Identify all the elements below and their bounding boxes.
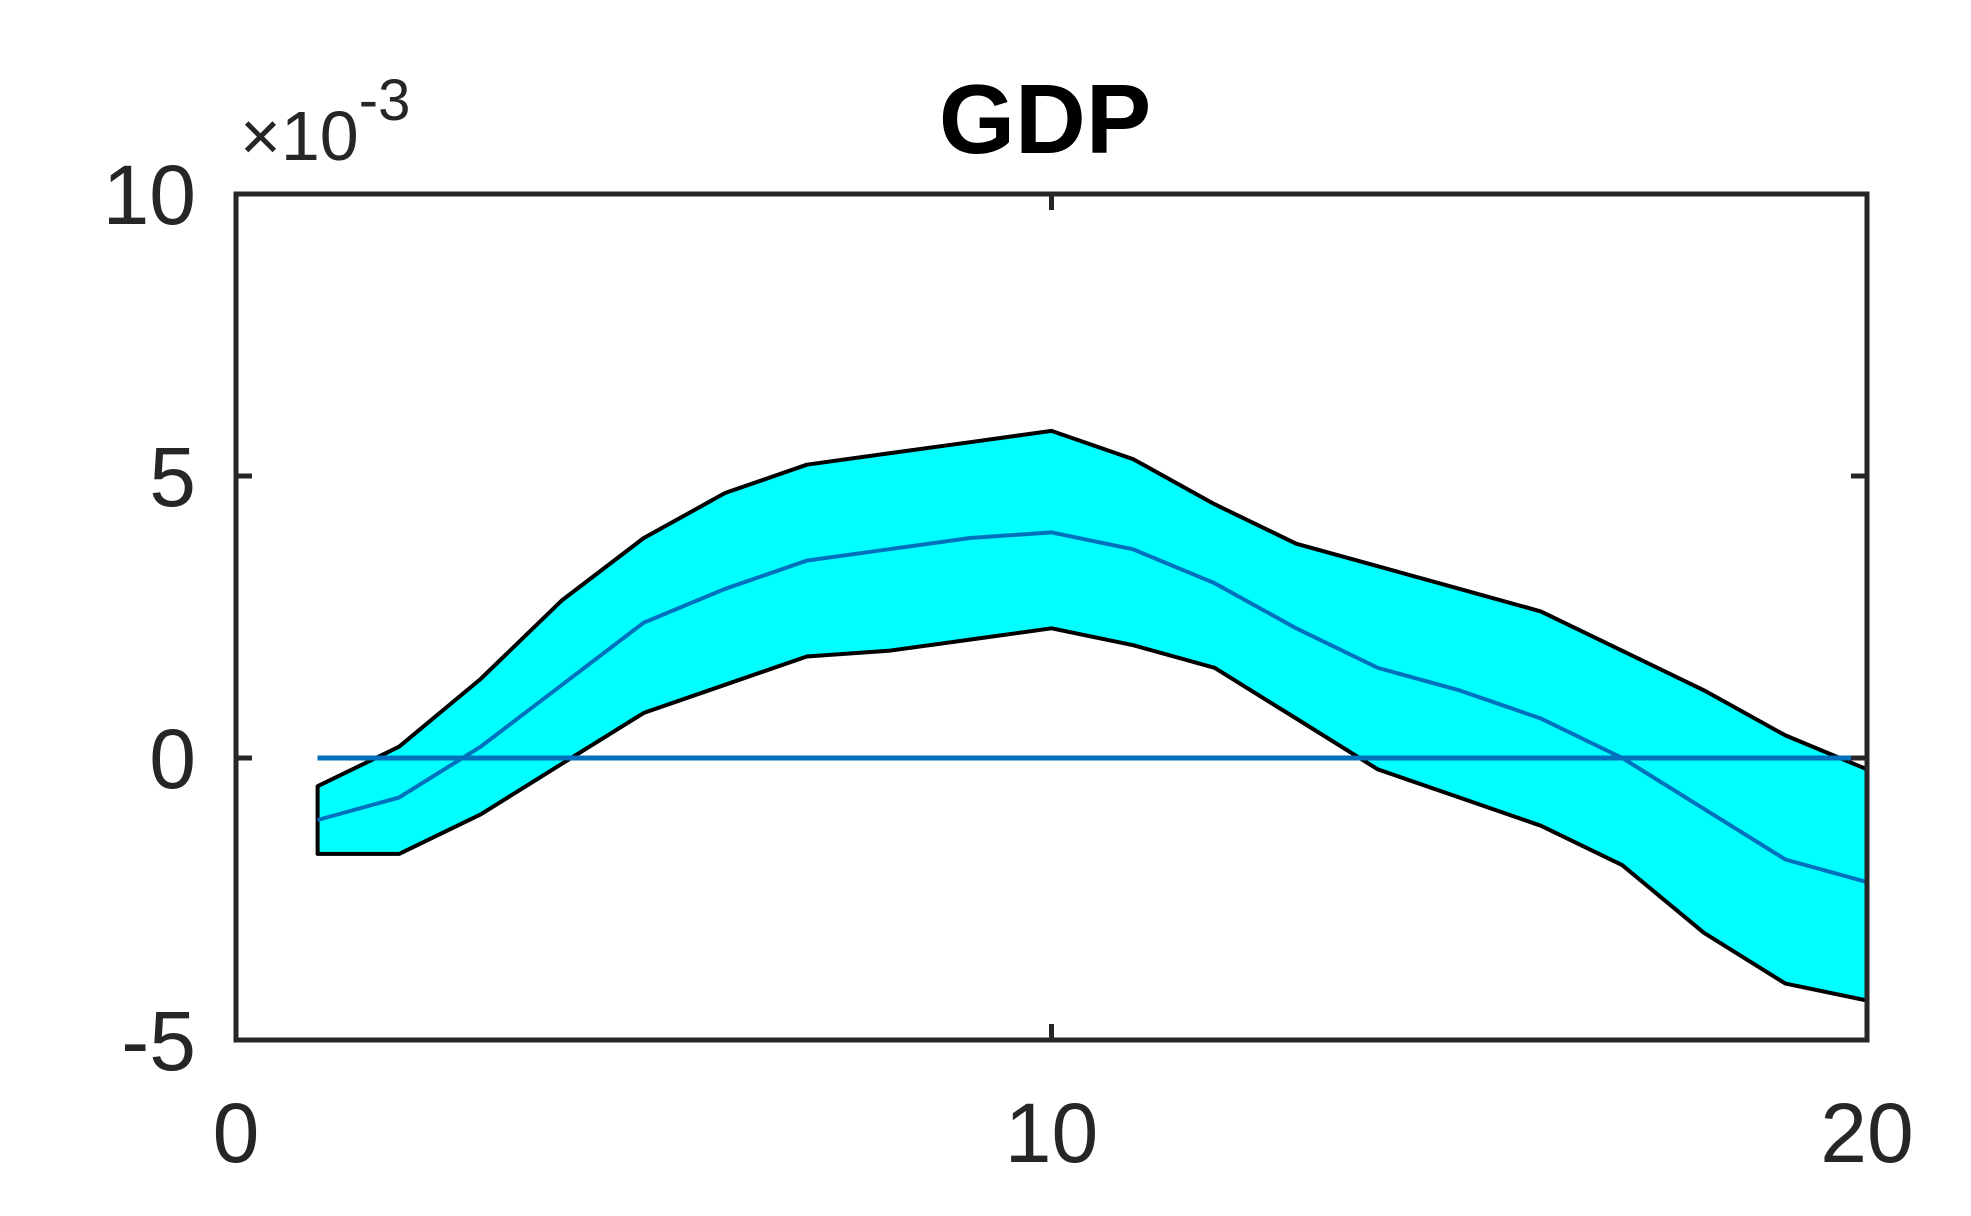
tick-marks <box>233 191 1870 1043</box>
y-tick-label: -5 <box>121 994 196 1088</box>
chart-title: GDP <box>939 64 1151 174</box>
y-exponent-label: ×10-3 <box>240 68 410 175</box>
y-tick-label: 5 <box>149 430 196 524</box>
exponent-power: -3 <box>359 68 411 133</box>
x-tick-label: 10 <box>1005 1086 1098 1180</box>
y-tick-label: 0 <box>149 712 196 806</box>
median-line <box>317 530 1868 885</box>
exponent-base: ×10 <box>240 97 359 175</box>
y-tick-label: 10 <box>103 148 196 242</box>
x-tick-label: 20 <box>1820 1086 1913 1180</box>
x-tick-label: 0 <box>213 1086 260 1180</box>
